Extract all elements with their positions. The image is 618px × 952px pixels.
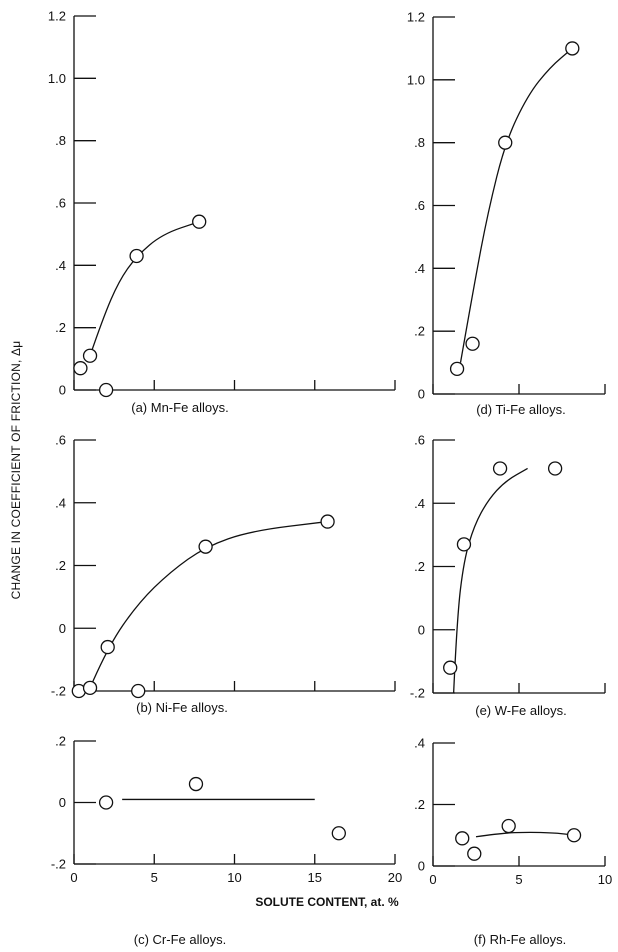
panel-e: -.2 0 .2 .4 .6 (e) W-Fe alloys. [410,433,606,718]
panel-caption: (d) Ti-Fe alloys. [476,402,566,417]
fit-curve [452,467,528,694]
fit-curve [475,831,571,838]
data-point [547,461,563,476]
y-tick-label: .6 [55,433,66,448]
panel-caption: (c) Cr-Fe alloys. [134,932,226,947]
y-tick-label: .2 [414,324,425,339]
data-point [465,336,480,351]
data-point [192,214,207,229]
y-tick-label: .4 [55,495,66,510]
data-point [73,361,88,376]
data-point [100,639,115,655]
y-tick-label: 0 [59,621,66,636]
panel-caption: (f) Rh-Fe alloys. [474,932,566,947]
data-point [331,826,346,841]
panel-b: -.2 0 .2 .4 .6 (b) Ni-Fe alloys. [51,433,396,715]
y-tick-label: 1.0 [407,72,425,87]
y-tick-label: .4 [414,496,425,511]
fit-curve [459,47,573,363]
fit-curve [89,221,200,356]
x-tick-label: 0 [70,870,77,885]
y-tick-label: 0 [418,859,425,874]
panel-f: 0 .2 .4 0 5 10 (f) Rh-Fe alloys. [414,736,612,948]
x-tick-label: 20 [388,870,402,885]
y-tick-label: .8 [55,133,66,148]
y-tick-label: 1.2 [407,10,425,25]
y-tick-label: .4 [55,258,66,273]
data-point [188,776,204,792]
data-point [455,831,470,846]
y-tick-label: .6 [55,196,66,211]
y-tick-label: .4 [414,736,425,751]
data-point [82,680,98,696]
x-axis-label: SOLUTE CONTENT, at. % [255,895,399,909]
panel-c: -.2 0 .2 0 5 10 15 20 (c) Cr-Fe alloys. [51,734,402,948]
data-point [443,660,458,675]
panel-caption: (b) Ni-Fe alloys. [136,700,228,715]
y-tick-label: .2 [55,320,66,335]
data-point [98,795,114,810]
data-point [320,514,335,529]
panel-caption: (e) W-Fe alloys. [475,703,567,718]
y-tick-label: 0 [59,795,66,810]
y-tick-label: 0 [418,387,425,402]
panel-a: 0 .2 .4 .6 .8 1.0 1.2 (a) Mn-Fe alloys. [48,9,396,415]
data-point [501,818,516,834]
x-tick-label: 0 [429,872,436,887]
y-tick-label: .2 [414,559,425,574]
x-tick-label: 5 [151,870,158,885]
panel-d: 0 .2 .4 .6 .8 1.0 1.2 (d) Ti-Fe alloys. [407,10,606,417]
data-point [565,41,580,56]
x-tick-label: 15 [308,870,322,885]
data-point [449,361,465,377]
data-point [467,846,482,861]
x-tick-label: 10 [598,872,612,887]
data-point [456,537,472,552]
data-point [131,683,146,699]
y-tick-label: .2 [55,734,66,749]
y-tick-label: .6 [414,198,425,213]
data-point [498,135,513,150]
data-point [198,539,213,554]
y-tick-label: .2 [414,797,425,812]
x-tick-label: 10 [227,870,241,885]
panel-caption: (a) Mn-Fe alloys. [131,400,229,415]
y-tick-label: 0 [59,383,66,398]
y-axis-label: CHANGE IN COEFFICIENT OF FRICTION, Δμ [9,341,23,600]
panels-group: 0 .2 .4 .6 .8 1.0 1.2 (a) Mn-Fe alloys. -.2 0 .2 .4… [48,9,612,948]
data-point [82,348,98,363]
y-tick-label: .2 [55,558,66,573]
y-tick-label: -.2 [51,857,66,872]
y-tick-label: 1.2 [48,9,66,24]
y-tick-label: .4 [414,261,425,276]
y-tick-label: .8 [414,135,425,150]
fit-curve [89,520,328,689]
x-tick-label: 5 [515,872,522,887]
y-tick-label: 0 [418,622,425,637]
data-point [566,828,582,843]
y-tick-label: -.2 [51,684,66,699]
y-tick-label: -.2 [410,686,425,701]
data-point [492,461,508,476]
data-point [98,382,114,398]
y-tick-label: .6 [414,433,425,448]
y-tick-label: 1.0 [48,71,66,86]
data-point [129,248,144,264]
